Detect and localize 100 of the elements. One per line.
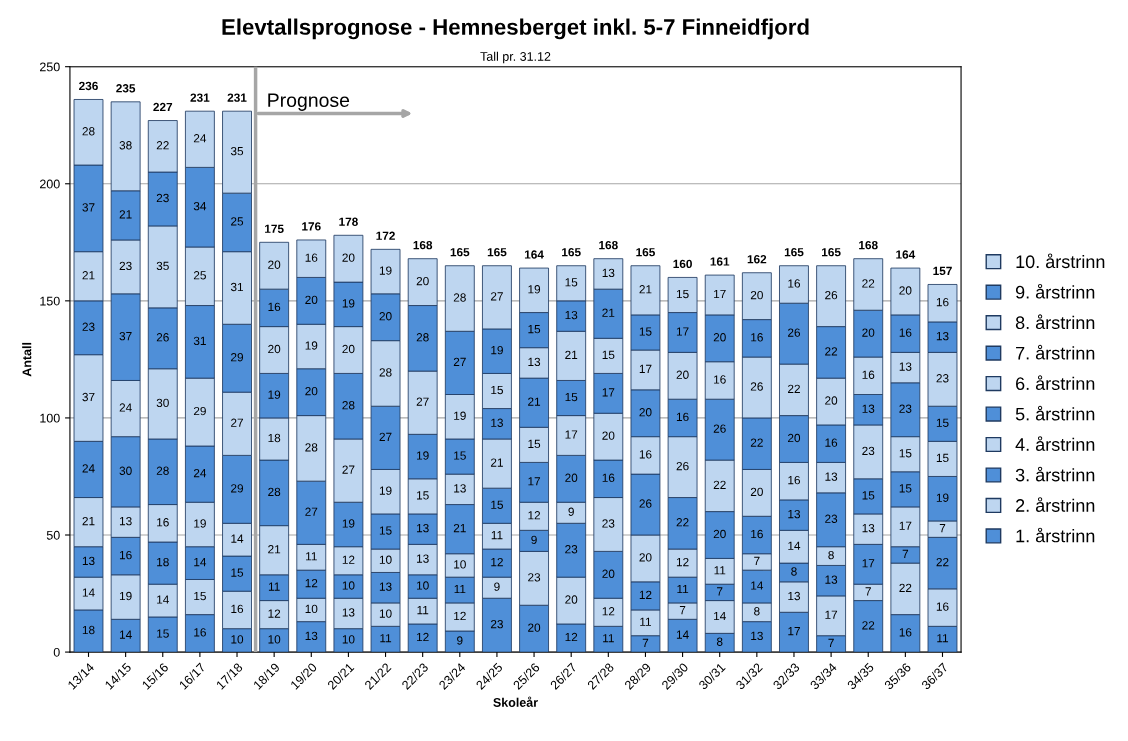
data-label: 12 <box>417 632 429 642</box>
data-label: 9 <box>568 507 574 516</box>
data-label: 26 <box>750 382 763 391</box>
data-label: 20 <box>602 431 615 440</box>
data-label: 28 <box>268 487 281 497</box>
data-label: 17 <box>825 610 838 619</box>
data-label: 19 <box>528 285 541 294</box>
data-label: 13 <box>936 331 949 341</box>
total-label: 178 <box>339 217 358 226</box>
data-label: 12 <box>342 555 355 564</box>
data-label: 11 <box>640 617 652 626</box>
data-label: 10 <box>379 555 392 564</box>
data-label: 15 <box>491 500 503 509</box>
data-label: 20 <box>862 328 875 337</box>
data-label: 23 <box>862 446 875 456</box>
total-label: 165 <box>487 248 507 257</box>
data-label: 16 <box>936 602 949 611</box>
data-label: 16 <box>936 298 949 307</box>
data-label: 13 <box>305 631 318 641</box>
data-label: 21 <box>565 350 578 359</box>
data-label: 27 <box>305 507 318 516</box>
data-label: 20 <box>825 396 838 405</box>
total-label: 235 <box>116 84 136 93</box>
data-label: 21 <box>528 397 541 406</box>
y-tick-label: 150 <box>40 296 60 306</box>
data-label: 37 <box>119 331 132 341</box>
data-label: 28 <box>305 443 318 452</box>
data-label: 14 <box>231 534 244 543</box>
data-label: 16 <box>862 370 875 379</box>
data-label: 12 <box>676 557 689 567</box>
data-label: 21 <box>82 271 95 280</box>
data-label: 17 <box>899 521 912 530</box>
data-label: 14 <box>676 630 689 639</box>
data-label: 12 <box>305 578 318 588</box>
data-label: 19 <box>454 411 466 420</box>
data-label: 15 <box>528 325 541 334</box>
data-label: 14 <box>714 611 726 621</box>
y-axis-title: Antall <box>22 342 32 377</box>
data-label: 13 <box>788 591 801 601</box>
data-label: 15 <box>379 526 392 535</box>
data-label: 20 <box>639 553 652 562</box>
data-label: 10 <box>342 581 355 590</box>
data-label: 20 <box>305 295 318 305</box>
data-label: 20 <box>639 408 652 417</box>
data-label: 23 <box>156 193 169 203</box>
data-label: 31 <box>230 282 244 292</box>
data-label: 11 <box>491 531 503 540</box>
data-label: 15 <box>899 484 912 493</box>
data-label: 35 <box>230 146 244 156</box>
data-label: 12 <box>491 557 503 567</box>
data-label: 14 <box>788 541 801 550</box>
x-axis-title: Skoleår <box>493 696 538 707</box>
total-label: 165 <box>822 248 841 257</box>
total-label: 176 <box>302 222 321 231</box>
data-label: 22 <box>788 384 800 393</box>
data-label: 13 <box>862 523 875 533</box>
data-label: 19 <box>342 299 355 308</box>
data-label: 28 <box>453 293 466 302</box>
data-label: 31 <box>193 336 206 345</box>
data-label: 19 <box>342 519 355 528</box>
data-label: 28 <box>156 466 169 475</box>
data-label: 11 <box>380 634 392 643</box>
data-label: 15 <box>491 385 503 395</box>
total-label: 164 <box>896 250 916 259</box>
data-label: 26 <box>713 424 726 433</box>
data-label: 7 <box>828 638 834 647</box>
data-label: 20 <box>528 623 541 632</box>
data-label: 11 <box>268 582 280 591</box>
data-label: 20 <box>602 569 615 578</box>
data-label: 21 <box>82 516 95 526</box>
data-label: 21 <box>639 285 652 294</box>
data-label: 16 <box>231 604 244 614</box>
data-label: 23 <box>119 261 132 271</box>
data-label: 22 <box>862 621 875 630</box>
data-label: 11 <box>714 566 726 575</box>
data-label: 8 <box>828 550 834 560</box>
data-label: 14 <box>157 595 169 604</box>
data-label: 18 <box>157 557 169 567</box>
y-tick-label: 100 <box>40 413 60 423</box>
data-label: 23 <box>825 514 838 523</box>
data-label: 13 <box>751 631 763 641</box>
data-label: 13 <box>342 608 355 617</box>
data-label: 15 <box>899 449 912 458</box>
total-label: 165 <box>636 248 655 257</box>
data-label: 13 <box>825 575 838 584</box>
data-label: 10 <box>268 635 281 644</box>
data-label: 19 <box>936 493 949 502</box>
y-tick-label: 50 <box>46 530 60 540</box>
data-label: 15 <box>676 289 689 299</box>
data-label: 10 <box>454 560 466 569</box>
total-label: 231 <box>190 93 210 102</box>
y-tick-label: 0 <box>53 647 60 657</box>
data-label: 16 <box>788 475 801 485</box>
data-label: 14 <box>194 558 207 567</box>
data-label: 20 <box>713 333 726 342</box>
data-label: 22 <box>825 347 838 356</box>
data-label: 20 <box>342 253 355 262</box>
data-label: 20 <box>305 386 318 396</box>
data-label: 20 <box>750 487 763 497</box>
data-label: 26 <box>156 333 169 342</box>
